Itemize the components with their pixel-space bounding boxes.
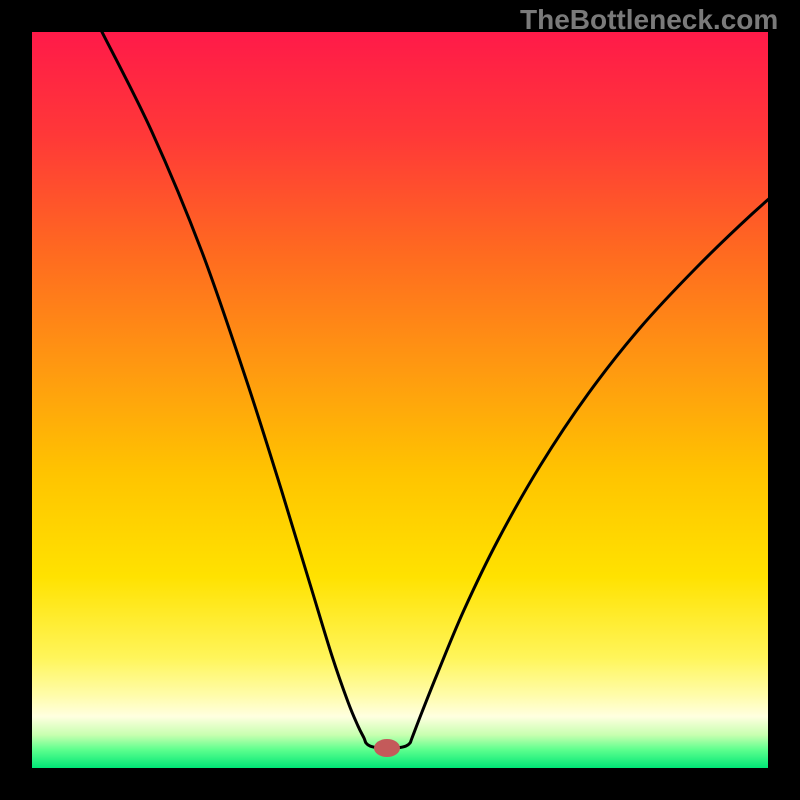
optimal-marker: [374, 739, 400, 757]
watermark-text: TheBottleneck.com: [520, 4, 778, 36]
plot-area: [0, 0, 800, 800]
gradient-background: [32, 32, 768, 768]
